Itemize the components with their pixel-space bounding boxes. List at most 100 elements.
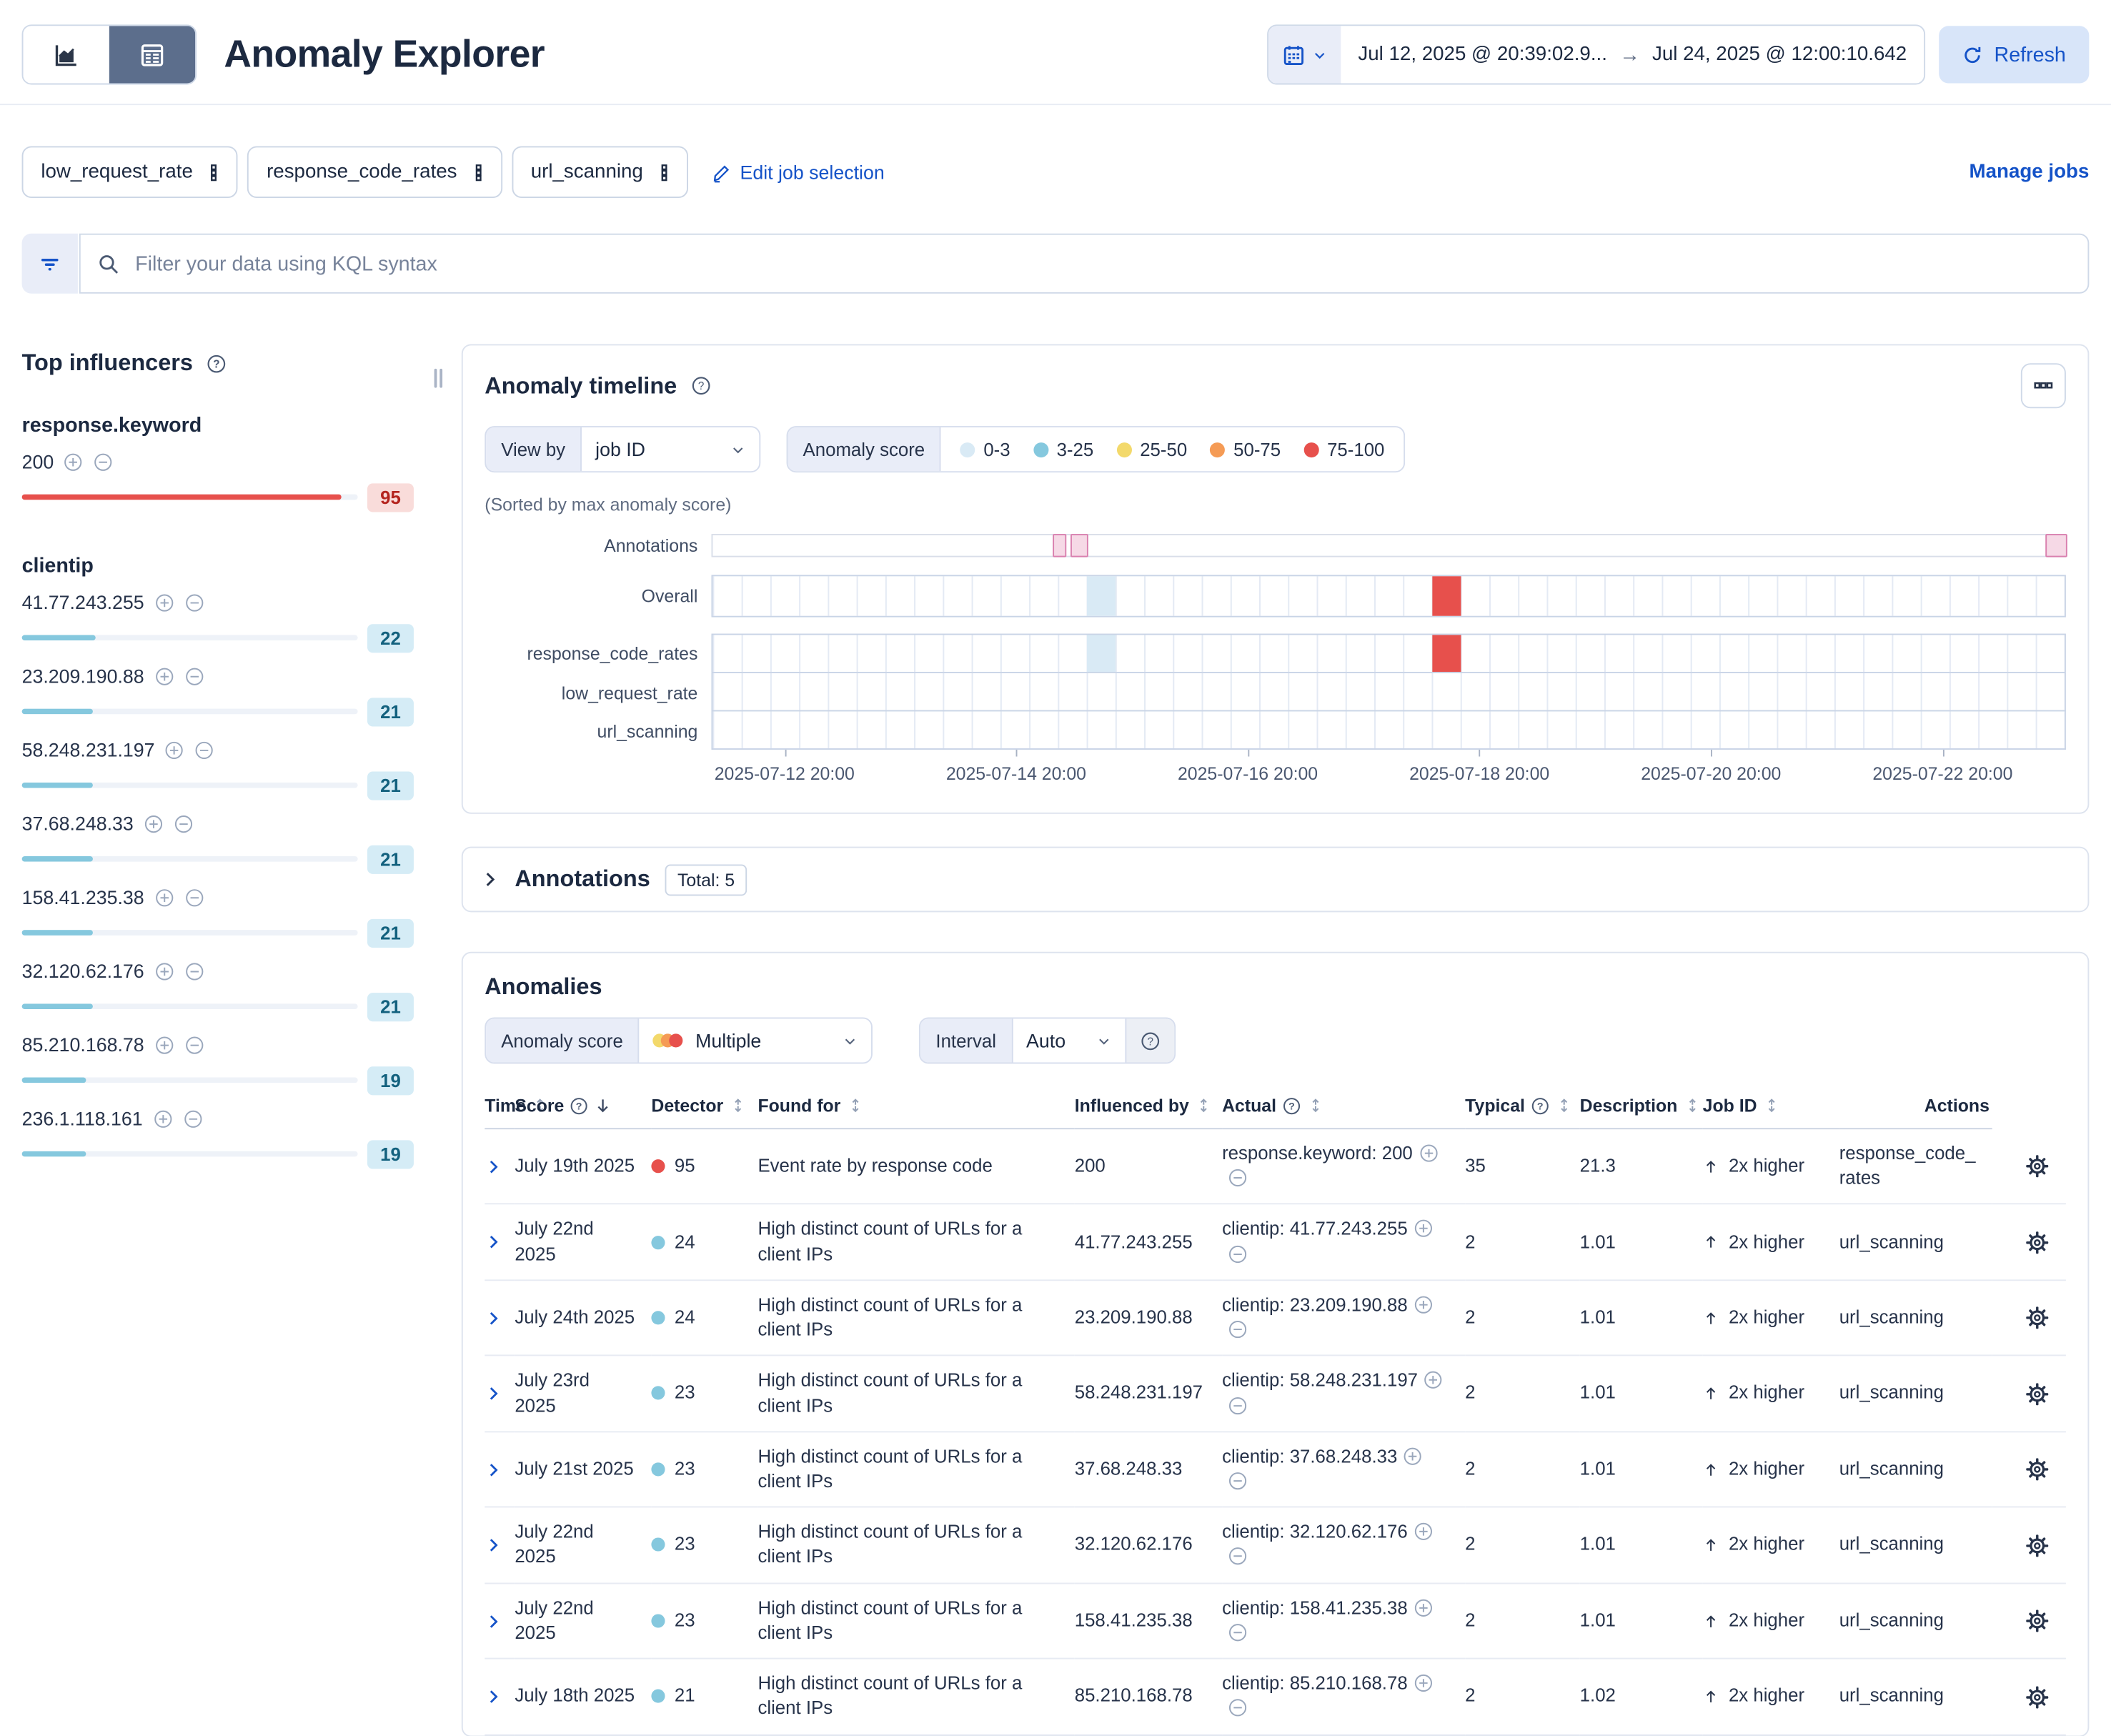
annotation-marker[interactable] (2045, 534, 2067, 557)
resize-handle[interactable] (414, 344, 462, 388)
actions-gear-button[interactable] (2025, 1306, 2050, 1330)
influencer-value[interactable]: 32.120.62.176 (21, 960, 144, 982)
table-view-button[interactable] (109, 26, 196, 84)
minus-in-circle-icon[interactable] (173, 813, 194, 834)
plus-in-circle-icon[interactable] (1413, 1673, 1434, 1694)
panel-options-button[interactable] (2020, 363, 2066, 409)
minus-in-circle-icon[interactable] (1228, 1547, 1248, 1567)
plus-in-circle-icon[interactable] (143, 813, 164, 834)
column-header[interactable]: Found for (758, 1086, 1075, 1130)
plus-in-circle-icon[interactable] (1413, 1522, 1434, 1542)
expand-row-button[interactable] (485, 1234, 502, 1251)
kql-filter-input[interactable] (132, 250, 2072, 277)
actions-gear-button[interactable] (2025, 1533, 2050, 1557)
severity-select[interactable]: Multiple (640, 1018, 872, 1062)
anomaly-cell[interactable] (1086, 635, 1116, 673)
plus-in-circle-icon[interactable] (1413, 1294, 1434, 1315)
expand-row-button[interactable] (485, 1537, 502, 1554)
plus-in-circle-icon[interactable] (154, 887, 174, 908)
charts-view-button[interactable] (23, 26, 109, 84)
influencer-value[interactable]: 236.1.118.161 (21, 1107, 143, 1130)
column-header[interactable]: Description (1579, 1086, 1703, 1130)
swimlane[interactable] (711, 575, 2066, 617)
interval-select[interactable]: Auto (1013, 1018, 1125, 1062)
actions-gear-button[interactable] (2025, 1609, 2050, 1633)
sort-icon[interactable] (1194, 1096, 1212, 1114)
help-icon[interactable]: ? (1282, 1096, 1301, 1115)
help-icon[interactable]: ? (570, 1096, 589, 1115)
anomaly-cell[interactable] (1431, 576, 1461, 616)
help-icon[interactable]: ? (690, 375, 711, 396)
help-icon[interactable]: ? (207, 353, 227, 374)
plus-in-circle-icon[interactable] (154, 961, 174, 981)
swimlane[interactable] (711, 633, 2066, 673)
minus-in-circle-icon[interactable] (184, 961, 204, 981)
minus-in-circle-icon[interactable] (1228, 1319, 1248, 1340)
sort-icon[interactable] (1683, 1096, 1701, 1114)
plus-in-circle-icon[interactable] (1424, 1370, 1444, 1391)
actions-gear-button[interactable] (2025, 1230, 2050, 1254)
minus-in-circle-icon[interactable] (184, 1034, 204, 1055)
annotation-marker[interactable] (1071, 534, 1088, 557)
plus-in-circle-icon[interactable] (64, 451, 84, 472)
plus-in-circle-icon[interactable] (152, 1108, 173, 1129)
influencer-value[interactable]: 200 (21, 450, 54, 473)
plus-in-circle-icon[interactable] (1413, 1597, 1434, 1618)
minus-in-circle-icon[interactable] (184, 665, 204, 686)
plus-in-circle-icon[interactable] (154, 665, 174, 686)
sort-icon[interactable] (1555, 1096, 1573, 1114)
column-header[interactable]: Time (485, 1086, 544, 1130)
quick-select-menu[interactable] (1268, 26, 1341, 84)
influencer-value[interactable]: 37.68.248.33 (21, 812, 134, 835)
expand-row-button[interactable] (485, 1158, 502, 1176)
help-icon[interactable]: ? (1531, 1096, 1550, 1115)
plus-in-circle-icon[interactable] (164, 740, 185, 760)
influencer-value[interactable]: 23.209.190.88 (21, 665, 144, 688)
plus-in-circle-icon[interactable] (1403, 1446, 1424, 1467)
plus-in-circle-icon[interactable] (1413, 1219, 1434, 1239)
sort-desc-icon[interactable] (594, 1096, 612, 1114)
annotation-marker[interactable] (1053, 534, 1067, 557)
minus-in-circle-icon[interactable] (184, 887, 204, 908)
actions-gear-button[interactable] (2025, 1382, 2050, 1406)
job-chip[interactable]: response_code_rates (247, 146, 502, 199)
manage-jobs-link[interactable]: Manage jobs (1969, 161, 2090, 184)
minus-in-circle-icon[interactable] (184, 592, 204, 612)
annotations-lane[interactable] (711, 534, 2067, 557)
actions-gear-button[interactable] (2025, 1154, 2050, 1179)
minus-in-circle-icon[interactable] (1228, 1244, 1248, 1264)
chevron-right-icon[interactable] (481, 870, 500, 889)
column-header[interactable]: Score? (515, 1086, 652, 1130)
column-header[interactable]: Typical? (1465, 1086, 1580, 1130)
actions-gear-button[interactable] (2025, 1685, 2050, 1709)
influencer-value[interactable]: 58.248.231.197 (21, 738, 155, 761)
column-header[interactable]: Job ID (1702, 1086, 1839, 1130)
column-header[interactable]: Actual? (1222, 1086, 1466, 1130)
job-chip[interactable]: url_scanning (511, 146, 688, 199)
end-date[interactable]: Jul 24, 2025 @ 12:00:10.642 (1651, 44, 1907, 66)
influencer-value[interactable]: 158.41.235.38 (21, 886, 144, 908)
anomaly-cell[interactable] (1431, 635, 1461, 673)
column-header[interactable]: Actions (1839, 1086, 1992, 1130)
minus-in-circle-icon[interactable] (1228, 1168, 1248, 1189)
minus-in-circle-icon[interactable] (1228, 1395, 1248, 1416)
start-date[interactable]: Jul 12, 2025 @ 20:39:02.9... (1358, 44, 1607, 66)
influencer-value[interactable]: 41.77.243.255 (21, 591, 144, 613)
edit-job-selection-link[interactable]: Edit job selection (711, 161, 885, 183)
filter-sets-button[interactable] (21, 233, 78, 294)
minus-in-circle-icon[interactable] (194, 740, 215, 760)
minus-in-circle-icon[interactable] (182, 1108, 203, 1129)
view-by-select[interactable]: job ID (582, 427, 759, 471)
expand-row-button[interactable] (485, 1461, 502, 1479)
job-chip[interactable]: low_request_rate (21, 146, 238, 199)
expand-row-button[interactable] (485, 1309, 502, 1327)
plus-in-circle-icon[interactable] (154, 1034, 174, 1055)
minus-in-circle-icon[interactable] (1228, 1622, 1248, 1643)
sort-icon[interactable] (1762, 1096, 1780, 1114)
expand-row-button[interactable] (485, 1612, 502, 1630)
expand-row-button[interactable] (485, 1385, 502, 1403)
expand-row-button[interactable] (485, 1688, 502, 1706)
swimlane[interactable] (711, 673, 2066, 712)
column-header[interactable]: Detector (651, 1086, 758, 1130)
actions-gear-button[interactable] (2025, 1457, 2050, 1482)
